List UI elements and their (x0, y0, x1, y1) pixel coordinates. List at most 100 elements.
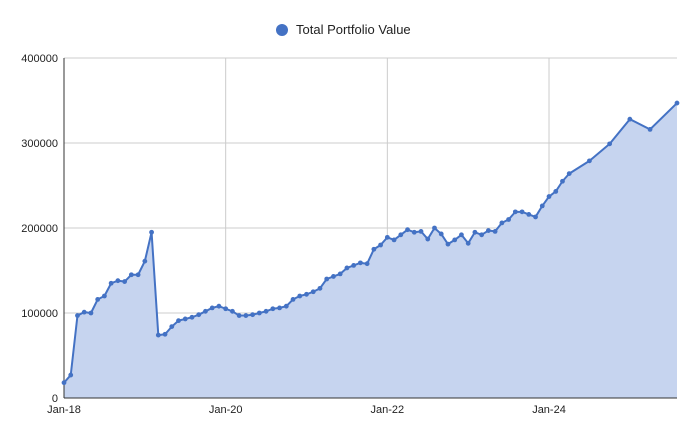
data-point-2018-05 (88, 310, 94, 316)
data-point-2018-02 (68, 372, 74, 378)
data-point-2024-01 (546, 194, 552, 199)
data-point-2023-12 (539, 203, 545, 209)
data-point-2021-12 (378, 242, 383, 248)
data-point-2023-08 (512, 209, 518, 215)
data-point-2019-06 (176, 318, 181, 324)
data-point-2021-03 (317, 285, 323, 291)
data-point-2018-01 (61, 380, 67, 386)
data-point-2019-09 (196, 312, 202, 318)
data-point-2022-12 (459, 232, 464, 238)
data-point-2020-07 (263, 308, 269, 314)
data-point-2019-04 (162, 331, 168, 337)
legend-label-total-portfolio-value: Total Portfolio Value (296, 22, 411, 37)
data-point-2020-05 (250, 312, 256, 318)
data-point-2018-06 (95, 297, 101, 302)
data-point-2023-07 (506, 217, 511, 222)
y-tick-label-4: 400000 (21, 53, 58, 65)
y-tick-label-0: 0 (52, 393, 58, 405)
data-point-2023-10 (526, 212, 532, 217)
data-point-2021-08 (351, 263, 357, 268)
data-point-2025-04 (647, 126, 653, 132)
data-point-2022-03 (398, 232, 404, 238)
data-point-2021-09 (358, 260, 363, 266)
data-point-2018-11 (128, 272, 134, 278)
data-point-2025-01 (627, 116, 633, 122)
data-point-2018-04 (81, 309, 87, 315)
data-point-2024-03 (560, 178, 565, 184)
y-axis-tick-labels: 0 100000 200000 300000 400000 (21, 53, 58, 405)
data-point-2019-07 (182, 316, 188, 322)
data-point-2022-07 (425, 236, 431, 242)
data-point-2023-01 (465, 240, 471, 246)
data-point-2019-12 (216, 303, 222, 309)
data-point-2020-04 (243, 313, 249, 318)
data-point-2020-11 (290, 297, 296, 302)
data-point-2023-04 (485, 228, 491, 233)
data-point-2021-01 (304, 291, 309, 297)
data-point-2019-10 (203, 308, 208, 314)
data-point-2022-04 (405, 227, 410, 233)
data-point-2018-10 (122, 279, 128, 284)
data-point-2020-06 (256, 310, 262, 316)
data-point-2021-05 (331, 274, 336, 279)
data-point-2022-05 (411, 229, 417, 235)
data-point-2018-03 (75, 313, 80, 318)
data-point-2023-02 (472, 229, 478, 235)
legend: Total Portfolio Value (276, 22, 411, 37)
series-area-fill (64, 103, 677, 399)
data-point-2018-09 (115, 278, 121, 284)
data-point-2022-01 (384, 234, 390, 240)
data-point-2021-10 (364, 261, 370, 267)
y-tick-label-3: 300000 (21, 138, 58, 150)
data-point-2019-05 (169, 324, 175, 329)
series-area (63, 102, 678, 399)
data-point-2021-11 (371, 246, 377, 252)
data-point-2022-10 (445, 241, 451, 247)
data-point-2019-08 (189, 314, 195, 320)
x-tick-label-0: Jan-18 (47, 404, 81, 416)
x-tick-label-2: Jan-22 (371, 404, 405, 416)
data-point-2023-06 (499, 220, 505, 226)
data-point-2019-11 (209, 305, 215, 311)
data-point-2018-12 (135, 272, 141, 278)
axes (63, 58, 677, 399)
data-point-2020-01 (223, 306, 229, 312)
x-axis-tick-labels: Jan-18 Jan-20 Jan-22 Jan-24 (47, 404, 566, 416)
data-point-2024-10 (607, 141, 613, 147)
data-point-2022-06 (418, 229, 424, 234)
data-point-2020-02 (230, 308, 235, 314)
data-point-2019-01 (142, 258, 148, 264)
data-point-2020-09 (277, 305, 282, 311)
data-point-2018-07 (102, 293, 107, 299)
data-point-2019-03 (155, 332, 161, 338)
data-point-2025-08 (674, 100, 680, 106)
x-tick-label-1: Jan-20 (209, 404, 243, 416)
data-point-2019-02 (149, 229, 154, 235)
data-point-2021-06 (337, 271, 343, 277)
data-point-2024-07 (587, 158, 592, 164)
series-points (61, 100, 680, 386)
data-point-2023-11 (533, 214, 538, 220)
y-tick-label-1: 100000 (21, 308, 58, 320)
data-point-2018-08 (108, 280, 114, 286)
data-point-2022-11 (452, 237, 458, 243)
data-point-2020-08 (270, 306, 276, 312)
data-point-2022-02 (391, 237, 397, 243)
data-point-2021-07 (344, 265, 350, 271)
data-point-2020-10 (283, 303, 289, 309)
y-tick-label-2: 200000 (21, 223, 58, 235)
data-point-2024-04 (566, 171, 572, 177)
data-point-2020-03 (236, 313, 242, 318)
data-point-2020-12 (297, 293, 303, 299)
data-point-2022-09 (438, 231, 444, 237)
x-tick-label-3: Jan-24 (532, 404, 566, 416)
legend-marker-total-portfolio-value (276, 24, 288, 36)
data-point-2023-09 (519, 209, 525, 215)
data-point-2021-02 (310, 289, 316, 295)
data-point-2023-03 (479, 232, 485, 238)
data-point-2024-02 (553, 189, 559, 194)
data-point-2021-04 (324, 276, 330, 282)
data-point-2023-05 (492, 229, 498, 234)
